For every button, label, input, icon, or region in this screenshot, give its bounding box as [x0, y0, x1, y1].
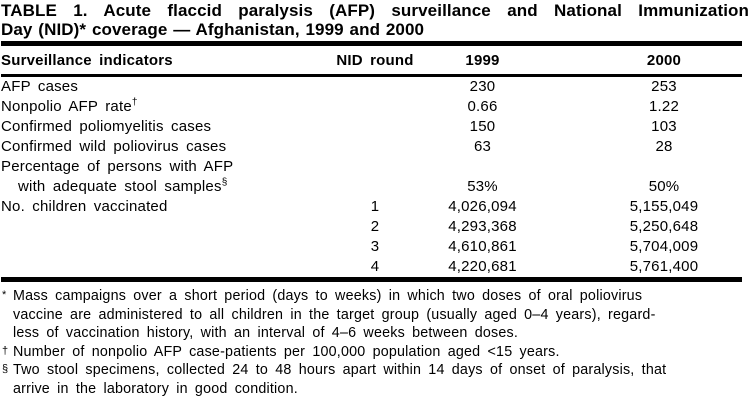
- table-row: 4 4,220,681 5,761,400: [1, 257, 742, 277]
- table-row: 2 4,293,368 5,250,648: [1, 217, 742, 237]
- row-label: No. children vaccinated: [1, 198, 168, 215]
- footnote-section: § Two stool specimens, collected 24 to 4…: [1, 361, 749, 398]
- row-label: Confirmed poliomyelitis cases: [1, 118, 212, 135]
- value-2000-cell: 28: [655, 138, 673, 155]
- row-label: [1, 217, 321, 237]
- table-row: Percentage of persons with AFP: [1, 157, 742, 177]
- footnote-line: less of vaccination history, with an int…: [13, 325, 519, 341]
- footnote-dagger: † Number of nonpolio AFP case-patients p…: [1, 343, 749, 362]
- column-header-2000: 2000: [646, 52, 682, 69]
- row-label: AFP cases: [1, 78, 79, 95]
- value-1999-cell: 4,293,368: [448, 218, 517, 235]
- table-bottom-rule: [1, 277, 742, 282]
- footnote-line: Two stool specimens, collected 24 to 48 …: [13, 362, 667, 378]
- value-2000-cell: 50%: [648, 178, 680, 195]
- row-label: Nonpolio AFP rate†: [1, 97, 321, 117]
- value-1999-cell: 4,220,681: [448, 258, 517, 275]
- value-1999-cell: [429, 157, 536, 177]
- nid-round-cell: [321, 77, 429, 97]
- footnote-line: Mass campaigns over a short period (days…: [13, 288, 643, 304]
- section-marker: §: [2, 363, 9, 375]
- value-2000-cell: 5,761,400: [629, 258, 699, 275]
- value-1999-cell: 230: [469, 78, 496, 95]
- header-rule: [1, 74, 742, 77]
- nid-round-cell: [321, 97, 429, 117]
- title-rule: [1, 41, 742, 46]
- row-label-text: with adequate stool samples: [18, 178, 222, 195]
- footnote-marker-dagger: †: [131, 97, 138, 108]
- table-row: No. children vaccinated 1 4,026,094 5,15…: [1, 197, 742, 217]
- nid-round-cell: 1: [370, 198, 380, 215]
- row-label: [1, 257, 321, 277]
- asterisk-marker: *: [2, 289, 7, 301]
- value-1999-cell: 4,026,094: [448, 198, 517, 215]
- value-2000-cell: 103: [651, 118, 677, 135]
- table-row: Nonpolio AFP rate† 0.66 1.22: [1, 97, 742, 117]
- nid-round-cell: [321, 157, 429, 177]
- nid-round-cell: [321, 177, 429, 197]
- table-title-line2: Day (NID)* coverage — Afghanistan, 1999 …: [1, 20, 425, 39]
- nid-round-cell: 3: [370, 238, 380, 255]
- nid-round-cell: [321, 117, 429, 137]
- footnotes: * Mass campaigns over a short period (da…: [1, 287, 749, 398]
- table-title-line1: TABLE 1. Acute flaccid paralysis (AFP) s…: [1, 1, 749, 20]
- value-2000-cell: [536, 157, 742, 177]
- table-title: TABLE 1. Acute flaccid paralysis (AFP) s…: [1, 1, 749, 39]
- footnote-line: arrive in the laboratory in good conditi…: [13, 380, 298, 397]
- nid-round-cell: 4: [370, 258, 380, 275]
- value-1999-cell: 150: [469, 118, 496, 135]
- value-2000-cell: 253: [651, 78, 677, 95]
- table-row: AFP cases 230 253: [1, 77, 742, 97]
- row-label: [1, 237, 321, 257]
- nid-round-cell: 2: [370, 218, 380, 235]
- row-label: with adequate stool samples§: [1, 177, 321, 197]
- value-1999-cell: 63: [473, 138, 492, 155]
- nid-round-cell: [321, 137, 429, 157]
- dagger-marker: †: [2, 344, 9, 357]
- surveillance-table: Surveillance indicators NID round 1999 2…: [1, 46, 742, 282]
- table-row: Confirmed wild poliovirus cases 63 28: [1, 137, 742, 157]
- value-1999-cell: 53%: [467, 178, 498, 195]
- table-row: Confirmed poliomyelitis cases 150 103: [1, 117, 742, 137]
- table-header-row: Surveillance indicators NID round 1999 2…: [1, 46, 742, 74]
- footnote-line: vaccine are administered to all children…: [13, 306, 656, 323]
- column-header-nid-round: NID round: [336, 52, 414, 69]
- footnote-marker-section: §: [221, 177, 228, 188]
- row-label-text: Nonpolio AFP rate: [1, 98, 132, 115]
- row-label: Confirmed wild poliovirus cases: [1, 138, 227, 155]
- value-2000-cell: 5,250,648: [629, 218, 699, 235]
- column-header-indicators: Surveillance indicators: [1, 52, 173, 69]
- value-1999-cell: 4,610,861: [448, 238, 517, 255]
- value-2000-cell: 5,155,049: [629, 198, 699, 215]
- footnote-line: Number of nonpolio AFP case-patients per…: [13, 343, 560, 360]
- table-row: with adequate stool samples§ 53% 50%: [1, 177, 742, 197]
- value-2000-cell: 5,704,009: [629, 238, 699, 255]
- value-1999-cell: 0.66: [467, 98, 498, 115]
- row-label: Percentage of persons with AFP: [1, 158, 234, 175]
- footnote-asterisk: * Mass campaigns over a short period (da…: [1, 287, 749, 343]
- table-row: 3 4,610,861 5,704,009: [1, 237, 742, 257]
- column-header-1999: 1999: [465, 52, 500, 69]
- value-2000-cell: 1.22: [649, 98, 679, 115]
